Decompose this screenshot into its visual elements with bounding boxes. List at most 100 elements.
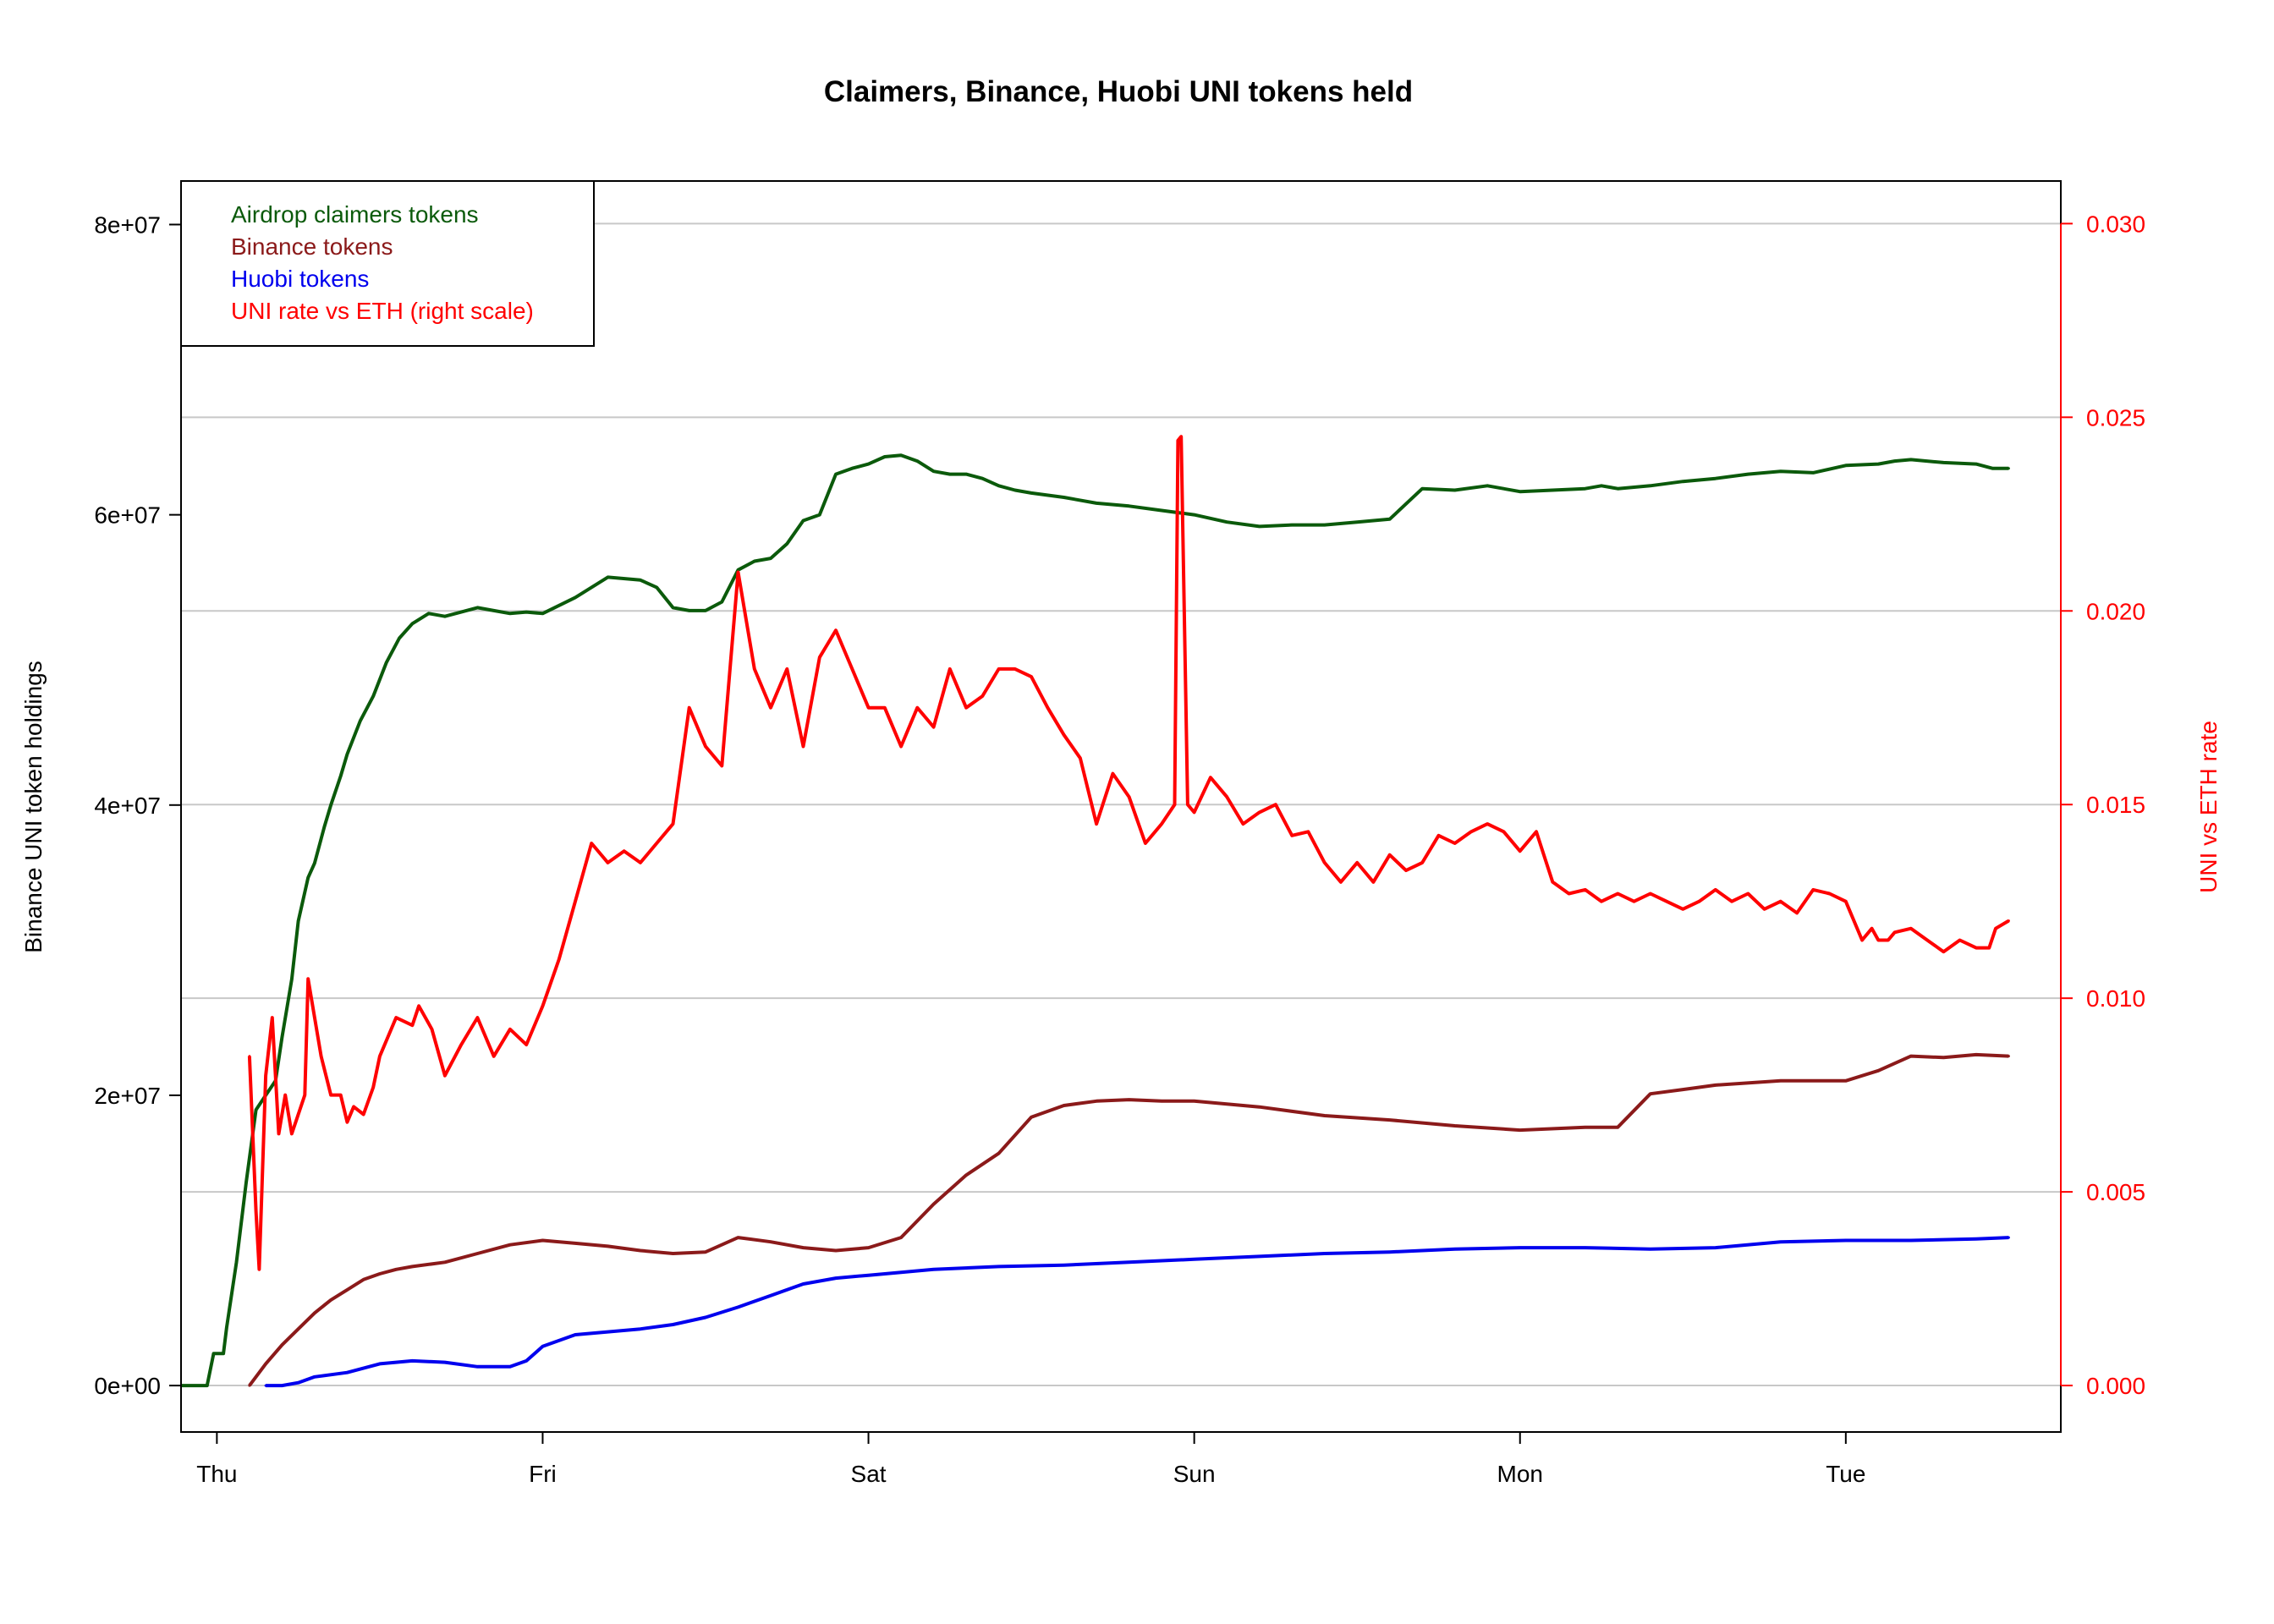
- data-point: [1649, 1248, 1652, 1251]
- data-point: [769, 1294, 772, 1298]
- data-point: [290, 978, 294, 981]
- data-point: [964, 1173, 968, 1177]
- data-point: [1665, 900, 1668, 903]
- data-point: [737, 568, 739, 572]
- data-point: [306, 876, 310, 880]
- data-point: [867, 463, 871, 466]
- data-point: [508, 1365, 512, 1369]
- legend-entry-0: Airdrop claimers tokens: [231, 201, 479, 228]
- data-point: [492, 1055, 496, 1058]
- data-point: [1420, 487, 1424, 491]
- data-point: [1975, 1237, 1978, 1241]
- data-point: [1698, 900, 1700, 903]
- data-point: [257, 1268, 261, 1271]
- data-point: [834, 473, 838, 476]
- data-point: [525, 1043, 528, 1046]
- data-point: [235, 1260, 238, 1264]
- data-point: [899, 1270, 903, 1274]
- data-point: [1551, 881, 1554, 884]
- data-point: [704, 609, 707, 612]
- data-point: [297, 1381, 300, 1385]
- data-point: [1128, 795, 1131, 798]
- data-point: [297, 1327, 300, 1330]
- data-point: [290, 1132, 294, 1135]
- data-point: [271, 1016, 274, 1019]
- right-tick-label-0: 0.000: [2086, 1373, 2145, 1399]
- data-point: [1453, 842, 1457, 845]
- data-point: [1649, 892, 1652, 895]
- data-point: [1994, 927, 1997, 930]
- data-point: [1958, 939, 1962, 941]
- data-point: [655, 585, 658, 589]
- data-point: [818, 656, 821, 659]
- data-point: [313, 1375, 316, 1379]
- series-line-0: [181, 453, 2009, 1388]
- data-point: [1388, 1250, 1392, 1254]
- right-tick-label-4: 0.020: [2086, 598, 2145, 624]
- data-point: [607, 575, 609, 579]
- data-point: [1551, 489, 1554, 491]
- data-point: [283, 1094, 287, 1097]
- data-point: [329, 1298, 332, 1302]
- data-point: [1046, 706, 1049, 710]
- data-point: [371, 694, 375, 698]
- data-point: [1013, 489, 1017, 491]
- data-point: [1730, 900, 1733, 903]
- data-point: [1893, 930, 1897, 934]
- data-point: [867, 1246, 871, 1249]
- data-point: [255, 1108, 258, 1111]
- data-point: [329, 804, 332, 807]
- series-group: [179, 435, 2010, 1388]
- data-point: [1925, 939, 1929, 941]
- data-point: [639, 579, 642, 582]
- data-point: [297, 1113, 300, 1116]
- data-point: [574, 1242, 577, 1245]
- data-point: [1420, 861, 1424, 864]
- data-point: [410, 1265, 414, 1268]
- data-point: [313, 1016, 316, 1019]
- data-point: [899, 745, 903, 748]
- data-point: [345, 753, 349, 756]
- data-point: [1063, 733, 1066, 737]
- data-point: [1128, 1260, 1131, 1264]
- data-point: [818, 513, 821, 517]
- data-point: [1063, 496, 1066, 499]
- data-point: [1584, 888, 1587, 892]
- data-point: [915, 459, 919, 463]
- data-point: [2007, 919, 2010, 923]
- data-point: [345, 1371, 349, 1374]
- right-tick-label-5: 0.025: [2086, 404, 2145, 431]
- data-point: [769, 1240, 772, 1243]
- data-point: [769, 557, 772, 560]
- legend: Airdrop claimers tokens Binance tokens Huo…: [180, 180, 595, 347]
- data-point: [541, 1239, 544, 1242]
- data-point: [1746, 473, 1749, 476]
- data-point: [1633, 900, 1635, 903]
- data-point: [688, 609, 691, 612]
- data-point: [398, 637, 401, 639]
- data-point: [753, 667, 756, 671]
- data-point: [899, 1236, 903, 1239]
- data-point: [1030, 675, 1033, 678]
- data-point: [1258, 1106, 1261, 1109]
- data-point: [362, 1278, 365, 1281]
- data-point: [997, 1265, 1001, 1268]
- data-point: [1876, 463, 1880, 466]
- data-point: [834, 628, 838, 632]
- data-point: [639, 1249, 642, 1252]
- data-point: [1942, 461, 1945, 464]
- data-point: [378, 1272, 382, 1276]
- data-point: [1519, 490, 1522, 493]
- right-tick-label-3: 0.015: [2086, 792, 2145, 818]
- data-point: [834, 1276, 838, 1280]
- data-point: [525, 1359, 528, 1363]
- data-point: [1453, 489, 1457, 491]
- data-point: [1290, 524, 1294, 527]
- data-point: [1179, 435, 1183, 438]
- data-point: [431, 1028, 433, 1031]
- data-point: [1371, 881, 1375, 884]
- data-point: [1274, 803, 1277, 806]
- data-point: [280, 1343, 283, 1347]
- data-point: [623, 849, 626, 853]
- data-point: [1437, 834, 1440, 837]
